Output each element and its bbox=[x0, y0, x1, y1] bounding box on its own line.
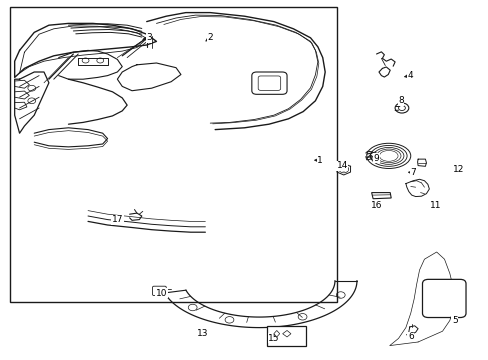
Text: 13: 13 bbox=[197, 328, 208, 338]
Text: 14: 14 bbox=[336, 161, 347, 170]
Polygon shape bbox=[273, 330, 279, 337]
Text: 3: 3 bbox=[146, 33, 152, 42]
Polygon shape bbox=[282, 330, 290, 337]
Polygon shape bbox=[371, 193, 390, 199]
Text: 1: 1 bbox=[317, 156, 323, 165]
FancyBboxPatch shape bbox=[251, 72, 286, 94]
Text: 7: 7 bbox=[409, 168, 415, 177]
Text: 16: 16 bbox=[370, 201, 382, 210]
Text: 5: 5 bbox=[451, 316, 457, 325]
Text: 4: 4 bbox=[407, 71, 413, 80]
Text: 2: 2 bbox=[207, 33, 213, 42]
FancyBboxPatch shape bbox=[422, 279, 465, 318]
Circle shape bbox=[341, 167, 346, 171]
Bar bbox=[266, 326, 305, 346]
Text: 17: 17 bbox=[111, 215, 123, 224]
Text: 11: 11 bbox=[428, 201, 440, 210]
Text: 15: 15 bbox=[267, 334, 279, 343]
FancyBboxPatch shape bbox=[152, 286, 166, 296]
Text: 8: 8 bbox=[397, 96, 403, 105]
Text: 12: 12 bbox=[452, 165, 464, 174]
Text: 10: 10 bbox=[155, 289, 167, 298]
FancyBboxPatch shape bbox=[258, 76, 280, 90]
Text: 9: 9 bbox=[373, 154, 379, 163]
Text: 6: 6 bbox=[407, 332, 413, 341]
Bar bbox=[10, 7, 337, 302]
